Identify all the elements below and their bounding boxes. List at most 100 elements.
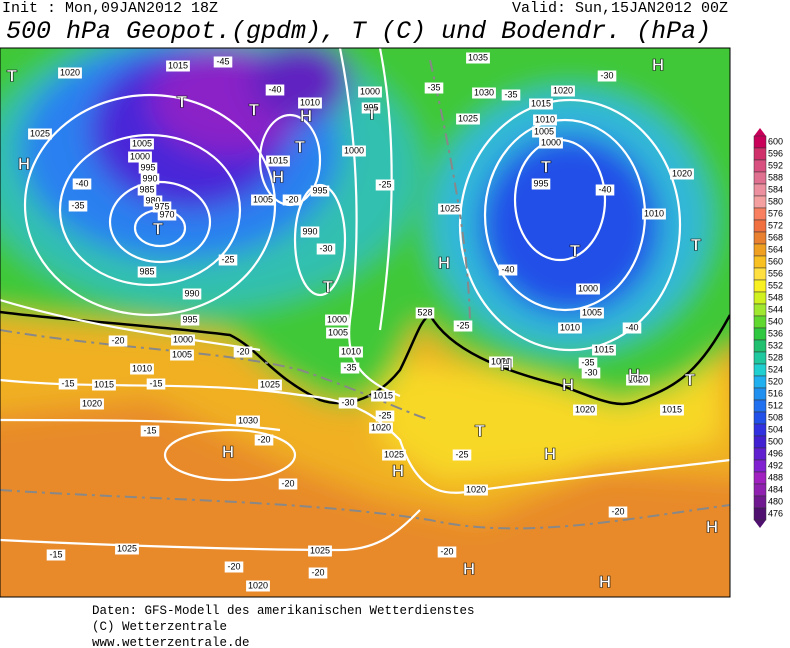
isobar-label: 995	[363, 102, 378, 112]
label-box	[140, 425, 160, 437]
isobar-label: -20	[227, 561, 240, 571]
pressure-center: T	[295, 137, 306, 156]
legend-label: 516	[768, 388, 783, 398]
isobar-label: 1005	[253, 194, 273, 204]
legend-label: 572	[768, 220, 783, 230]
isobar-label: 1010	[535, 114, 555, 124]
legend-swatch	[753, 327, 767, 341]
legend-swatch	[753, 171, 767, 185]
isobar-label: 1025	[384, 449, 404, 459]
label-box	[595, 184, 615, 196]
isobar-label: 1015	[373, 390, 393, 400]
isobar-label: -30	[319, 243, 332, 253]
legend-label: 476	[768, 508, 783, 518]
isobar-label: 995	[312, 185, 327, 195]
isobar-label: 1005	[132, 138, 152, 148]
isobar-label: -20	[281, 478, 294, 488]
map-frame	[0, 47, 731, 598]
isobar-label: 1020	[672, 168, 692, 178]
isobar-label: 1000	[541, 137, 561, 147]
legend-swatch	[753, 351, 767, 365]
pressure-center: H	[706, 517, 718, 536]
pressure-center: T	[7, 66, 18, 85]
isobar-label: 1010	[300, 97, 320, 107]
label-box	[46, 549, 66, 561]
isobar-label: 990	[142, 173, 157, 183]
isobar-label: 995	[182, 314, 197, 324]
pressure-center: H	[500, 355, 512, 374]
legend-label: 600	[768, 136, 783, 146]
legend-swatch	[753, 447, 767, 461]
label-box	[58, 378, 78, 390]
isobar-label: 980	[145, 195, 160, 205]
isobar-label: 1015	[268, 155, 288, 165]
isobar-label: 1010	[560, 322, 580, 332]
label-box	[375, 410, 395, 422]
init-time: Init : Mon,09JAN2012 18Z	[2, 0, 218, 17]
label-box	[233, 346, 253, 358]
isobar-label: 1030	[474, 87, 494, 97]
legend-label: 552	[768, 280, 783, 290]
label-box	[456, 113, 480, 125]
legend-label: 584	[768, 184, 783, 194]
label-box	[143, 195, 163, 207]
label-box	[532, 126, 556, 138]
pressure-center: T	[691, 235, 702, 254]
legend-cap	[754, 128, 766, 136]
isobar-label: 1025	[440, 203, 460, 213]
label-box	[152, 201, 172, 213]
isobar-label: -30	[584, 367, 597, 377]
label-box	[310, 185, 330, 197]
label-box	[224, 561, 244, 573]
legend-swatch	[753, 279, 767, 293]
label-box	[472, 87, 496, 99]
legend-cap	[754, 520, 766, 528]
pressure-center: T	[153, 219, 164, 238]
label-box	[138, 162, 158, 174]
legend-label: 560	[768, 256, 783, 266]
label-box	[382, 449, 406, 461]
isobar-label: -20	[285, 194, 298, 204]
legend-label: 576	[768, 208, 783, 218]
label-box	[464, 484, 488, 496]
legend-label: 536	[768, 328, 783, 338]
isobar-label: -25	[456, 320, 469, 330]
pressure-center: H	[562, 375, 574, 394]
label-box	[581, 367, 601, 379]
map-title: 500 hPa Geopot.(gpdm), T (C) und Bodendr…	[6, 17, 711, 46]
label-box	[573, 404, 597, 416]
pressure-center: H	[652, 55, 664, 74]
legend-swatch	[753, 219, 767, 233]
pressure-center: H	[463, 559, 475, 578]
isobar-label: -35	[71, 200, 84, 210]
legend-swatch	[753, 135, 767, 149]
label-box	[452, 449, 472, 461]
isobar-label: -35	[343, 362, 356, 372]
legend-label: 588	[768, 172, 783, 182]
legend-swatch	[753, 183, 767, 197]
label-box	[375, 179, 395, 191]
label-box	[424, 82, 444, 94]
label-box	[258, 379, 282, 391]
label-box	[529, 98, 553, 110]
legend-label: 556	[768, 268, 783, 278]
label-box	[115, 543, 139, 555]
pressure-center: H	[628, 365, 640, 384]
isobar-label: 1025	[260, 379, 280, 389]
isobar-label: -40	[501, 264, 514, 274]
isobar-label: 1005	[328, 327, 348, 337]
isobar-label: -35	[504, 89, 517, 99]
isobar-label: 1020	[491, 356, 511, 366]
label-box	[128, 151, 152, 163]
isobar-label: 1020	[60, 67, 80, 77]
label-box	[533, 114, 557, 126]
legend-label: 508	[768, 412, 783, 422]
label-box	[597, 70, 617, 82]
isobar-label: 1015	[94, 379, 114, 389]
isobar-label: 970	[159, 209, 174, 219]
label-box	[338, 397, 358, 409]
legend-swatch	[753, 435, 767, 449]
pressure-center: H	[300, 106, 312, 125]
